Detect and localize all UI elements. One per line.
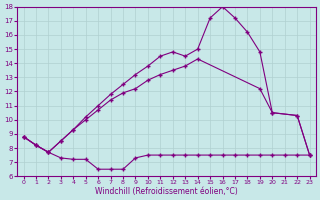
- X-axis label: Windchill (Refroidissement éolien,°C): Windchill (Refroidissement éolien,°C): [95, 187, 238, 196]
